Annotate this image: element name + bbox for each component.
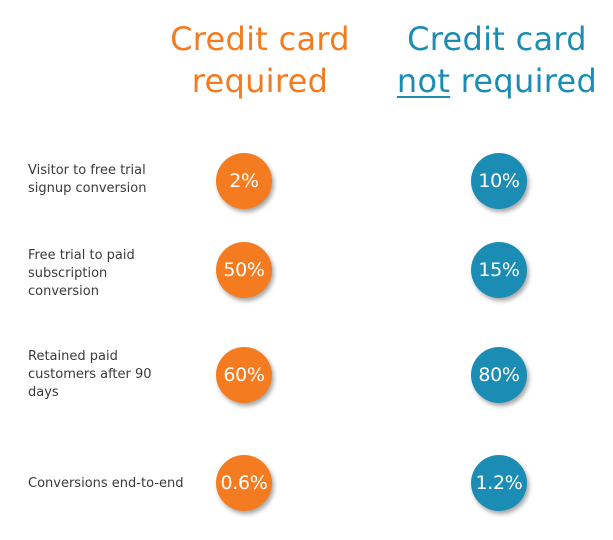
not-underlined-word: not	[396, 62, 451, 100]
row-label-trial-to-paid: Free trial to paid subscription conversi…	[28, 248, 135, 299]
row-label-retained-90-days: Retained paid customers after 90 days	[28, 349, 152, 400]
credit-card-not-required-header-line1: Credit card	[407, 20, 587, 58]
required-value-retained-90-days: 60%	[216, 347, 272, 403]
row-label-visitor-signup: Visitor to free trial signup conversion	[28, 163, 147, 196]
not-required-value-visitor-signup: 10%	[471, 153, 527, 209]
credit-card-not-required-header: Credit card not required	[372, 18, 613, 102]
credit-card-not-required-header-line2: not required	[372, 60, 613, 102]
not-required-value-retained-90-days: 80%	[471, 347, 527, 403]
required-value-trial-to-paid: 50%	[216, 242, 272, 298]
not-required-value-end-to-end: 1.2%	[471, 455, 527, 511]
credit-card-required-header: Credit card required	[140, 18, 380, 102]
credit-card-required-header-line2: required	[191, 62, 329, 100]
required-value-visitor-signup: 2%	[216, 153, 272, 209]
not-required-value-trial-to-paid: 15%	[471, 242, 527, 298]
row-label-end-to-end: Conversions end-to-end	[28, 476, 184, 491]
credit-card-required-header-line1: Credit card	[170, 20, 350, 58]
required-value-end-to-end: 0.6%	[216, 455, 272, 511]
required-word: required	[450, 62, 598, 100]
